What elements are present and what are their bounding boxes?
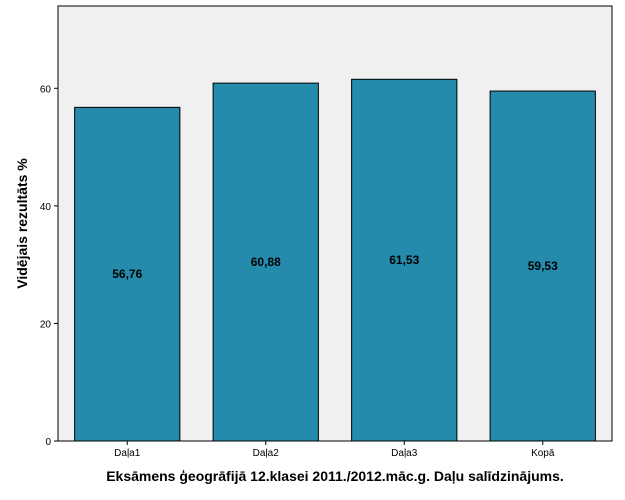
x-axis: Daļa1 Daļa2 Daļa3 Kopā	[114, 441, 555, 459]
x-tick-label: Kopā	[531, 448, 555, 459]
bar-3	[351, 78, 458, 442]
bar-value-label: 56,76	[112, 267, 142, 281]
bar-value-label: 59,53	[528, 259, 558, 273]
bars-group	[74, 78, 596, 442]
data-labels-group: 56,76 60,88 61,53 59,53	[112, 253, 558, 281]
y-tick-label: 60	[40, 84, 52, 95]
x-tick-label: Daļa1	[114, 448, 141, 459]
x-axis-title: Eksāmens ģeogrāfijā 12.klasei 2011./2012…	[106, 468, 564, 484]
y-tick-label: 40	[40, 202, 52, 213]
bar-value-label: 60,88	[251, 255, 281, 269]
y-axis: 0 20 40 60	[40, 84, 58, 448]
x-tick-label: Daļa3	[391, 448, 418, 459]
y-tick-label: 0	[45, 437, 51, 448]
y-tick-label: 20	[40, 319, 52, 330]
bar-4	[489, 90, 596, 442]
bar-value-label: 61,53	[389, 253, 419, 267]
x-tick-label: Daļa2	[253, 448, 280, 459]
bar-2	[212, 82, 319, 442]
y-axis-title: Vidējais rezultāts %	[14, 158, 30, 289]
bar-1	[74, 106, 181, 442]
